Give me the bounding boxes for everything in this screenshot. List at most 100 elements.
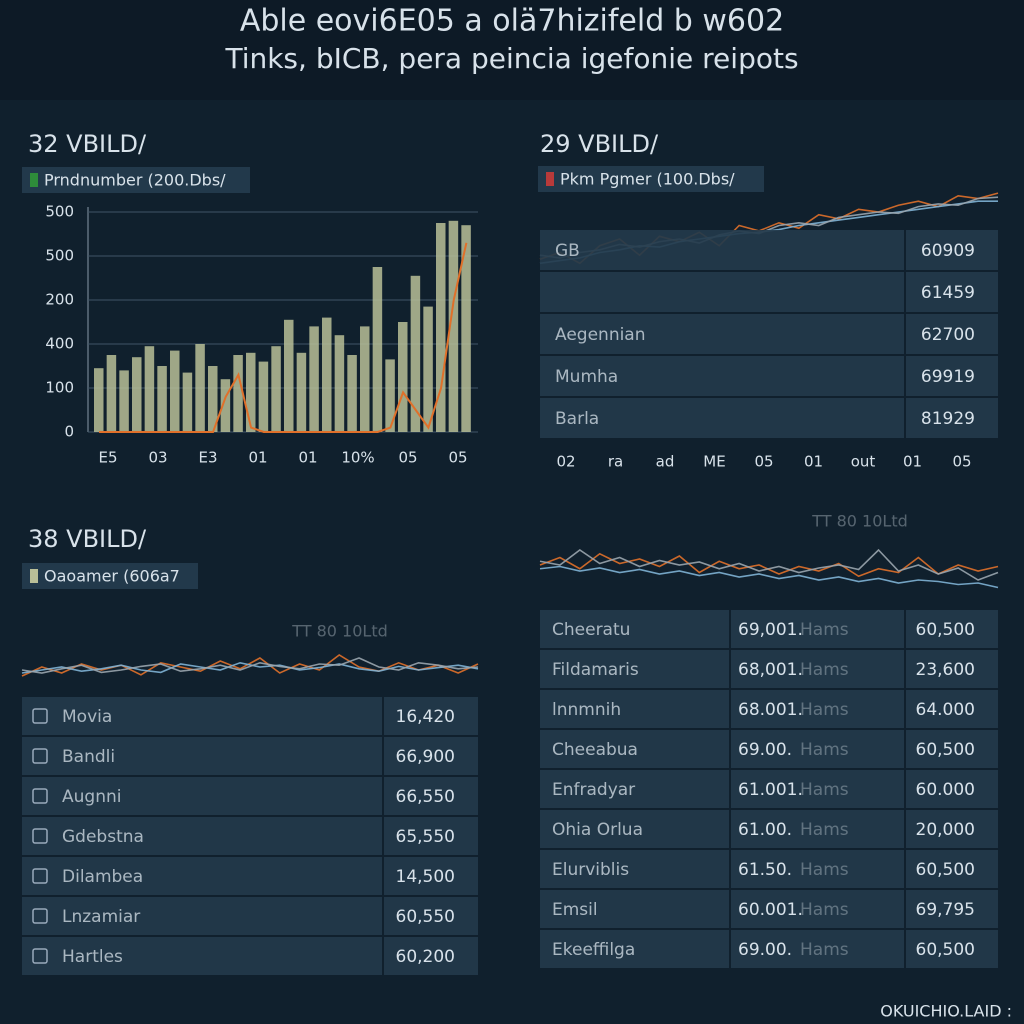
table-cell: 20,000 [916, 820, 975, 840]
x-tick-label: ra [608, 453, 623, 471]
table-cell: 62700 [921, 325, 975, 345]
table-cell: 60,500 [916, 620, 975, 640]
x-tick-label: 05 [754, 453, 773, 471]
bar [132, 357, 142, 432]
table-cell: 60909 [921, 241, 975, 261]
x-tick-label: out [851, 453, 876, 471]
table-row [540, 610, 998, 648]
y-tick-label: 500 [45, 203, 74, 221]
legend-swatch [30, 569, 38, 583]
bar [423, 306, 433, 432]
legend-box [538, 166, 764, 192]
bar [461, 225, 471, 432]
table-row [540, 356, 998, 396]
bar [385, 359, 395, 432]
bar [436, 223, 446, 432]
table-row [540, 314, 998, 354]
line-series [21, 657, 479, 674]
bar [182, 372, 193, 432]
table-cell: Fildamaris [552, 660, 639, 680]
table-cell: 14,500 [396, 867, 455, 887]
table-cell: Ohia Orlua [552, 820, 643, 840]
table-cell: Lnzamiar [62, 907, 140, 927]
table-cell: 66,900 [396, 747, 455, 767]
row-icon [32, 868, 48, 884]
table-cell: Hams [800, 820, 849, 840]
bar [372, 267, 383, 432]
table-cell: Cheeabua [552, 740, 638, 760]
table-cell: Hartles [62, 947, 123, 967]
bar [284, 319, 294, 432]
table-cell: 61.50. [738, 860, 792, 880]
x-tick-label: 05 [448, 449, 467, 467]
table-cell: 66,550 [396, 787, 455, 807]
y-tick-label: 500 [45, 247, 74, 265]
table-cell: Emsil [552, 900, 598, 920]
bar [246, 352, 256, 432]
bar [334, 335, 345, 432]
table-cell: 69919 [921, 367, 975, 387]
row-icon [32, 788, 48, 804]
bar [170, 350, 180, 432]
table-cell: Elurviblis [552, 860, 629, 880]
x-tick-label: 01 [298, 449, 317, 467]
x-tick-label: E5 [98, 449, 117, 467]
table-cell: 60,550 [396, 907, 455, 927]
table-cell: Hams [800, 700, 849, 720]
table-cell: 60,500 [916, 740, 975, 760]
table-cell: Movia [62, 707, 112, 727]
legend-text: Oaoamer (606a7 [44, 567, 180, 586]
table-row [540, 930, 998, 968]
bar [309, 326, 319, 432]
row-icon [32, 748, 48, 764]
bar [233, 355, 243, 432]
table-cell: 23,600 [916, 660, 975, 680]
table-cell: 61.00. [738, 820, 792, 840]
table-cell: Hams [800, 860, 849, 880]
x-tick-label: ME [703, 453, 725, 471]
x-tick-label: 10% [341, 449, 374, 467]
row-icon [32, 948, 48, 964]
bar [157, 366, 167, 432]
table-cell: Hams [800, 900, 849, 920]
table-cell: Bandli [62, 747, 115, 767]
table-row [22, 857, 478, 895]
y-tick-label: 100 [45, 379, 74, 397]
y-tick-label: 0 [64, 423, 74, 441]
bar [271, 346, 281, 432]
table-cell: 68.001. [738, 700, 803, 720]
legend-swatch [546, 172, 554, 186]
y-tick-label: 400 [45, 335, 74, 353]
title: Able eovi6E05 a olä7hizifeld b w602 [240, 4, 784, 39]
bar [208, 366, 218, 432]
x-tick-label: 01 [804, 453, 823, 471]
line-series [21, 661, 479, 674]
bar [347, 355, 357, 432]
x-tick-label: 02 [556, 453, 575, 471]
table-cell: 69,795 [916, 900, 975, 920]
bar [220, 379, 231, 432]
legend-text: Prndnumber (200.Dbs/ [44, 171, 226, 190]
x-tick-label: 05 [952, 453, 971, 471]
table-cell: 60,500 [916, 860, 975, 880]
table-cell: Gdebstna [62, 827, 144, 847]
table-row [540, 810, 998, 848]
bar [119, 370, 129, 432]
table-cell: 65,550 [396, 827, 455, 847]
line-series [539, 565, 999, 589]
table-row [540, 770, 998, 808]
table-cell: Mumha [555, 367, 618, 387]
table-cell: Ekeeffilga [552, 940, 635, 960]
table-cell: 69.00. [738, 740, 792, 760]
table-row [540, 398, 998, 438]
table-cell: Hams [800, 740, 849, 760]
bar [94, 368, 104, 432]
table-row [22, 777, 478, 815]
legend-box [22, 167, 250, 193]
table-row [540, 850, 998, 888]
row-icon [32, 708, 48, 724]
table-cell: 60,500 [916, 940, 975, 960]
row-icon [32, 908, 48, 924]
table-cell: 61.001. [738, 780, 803, 800]
